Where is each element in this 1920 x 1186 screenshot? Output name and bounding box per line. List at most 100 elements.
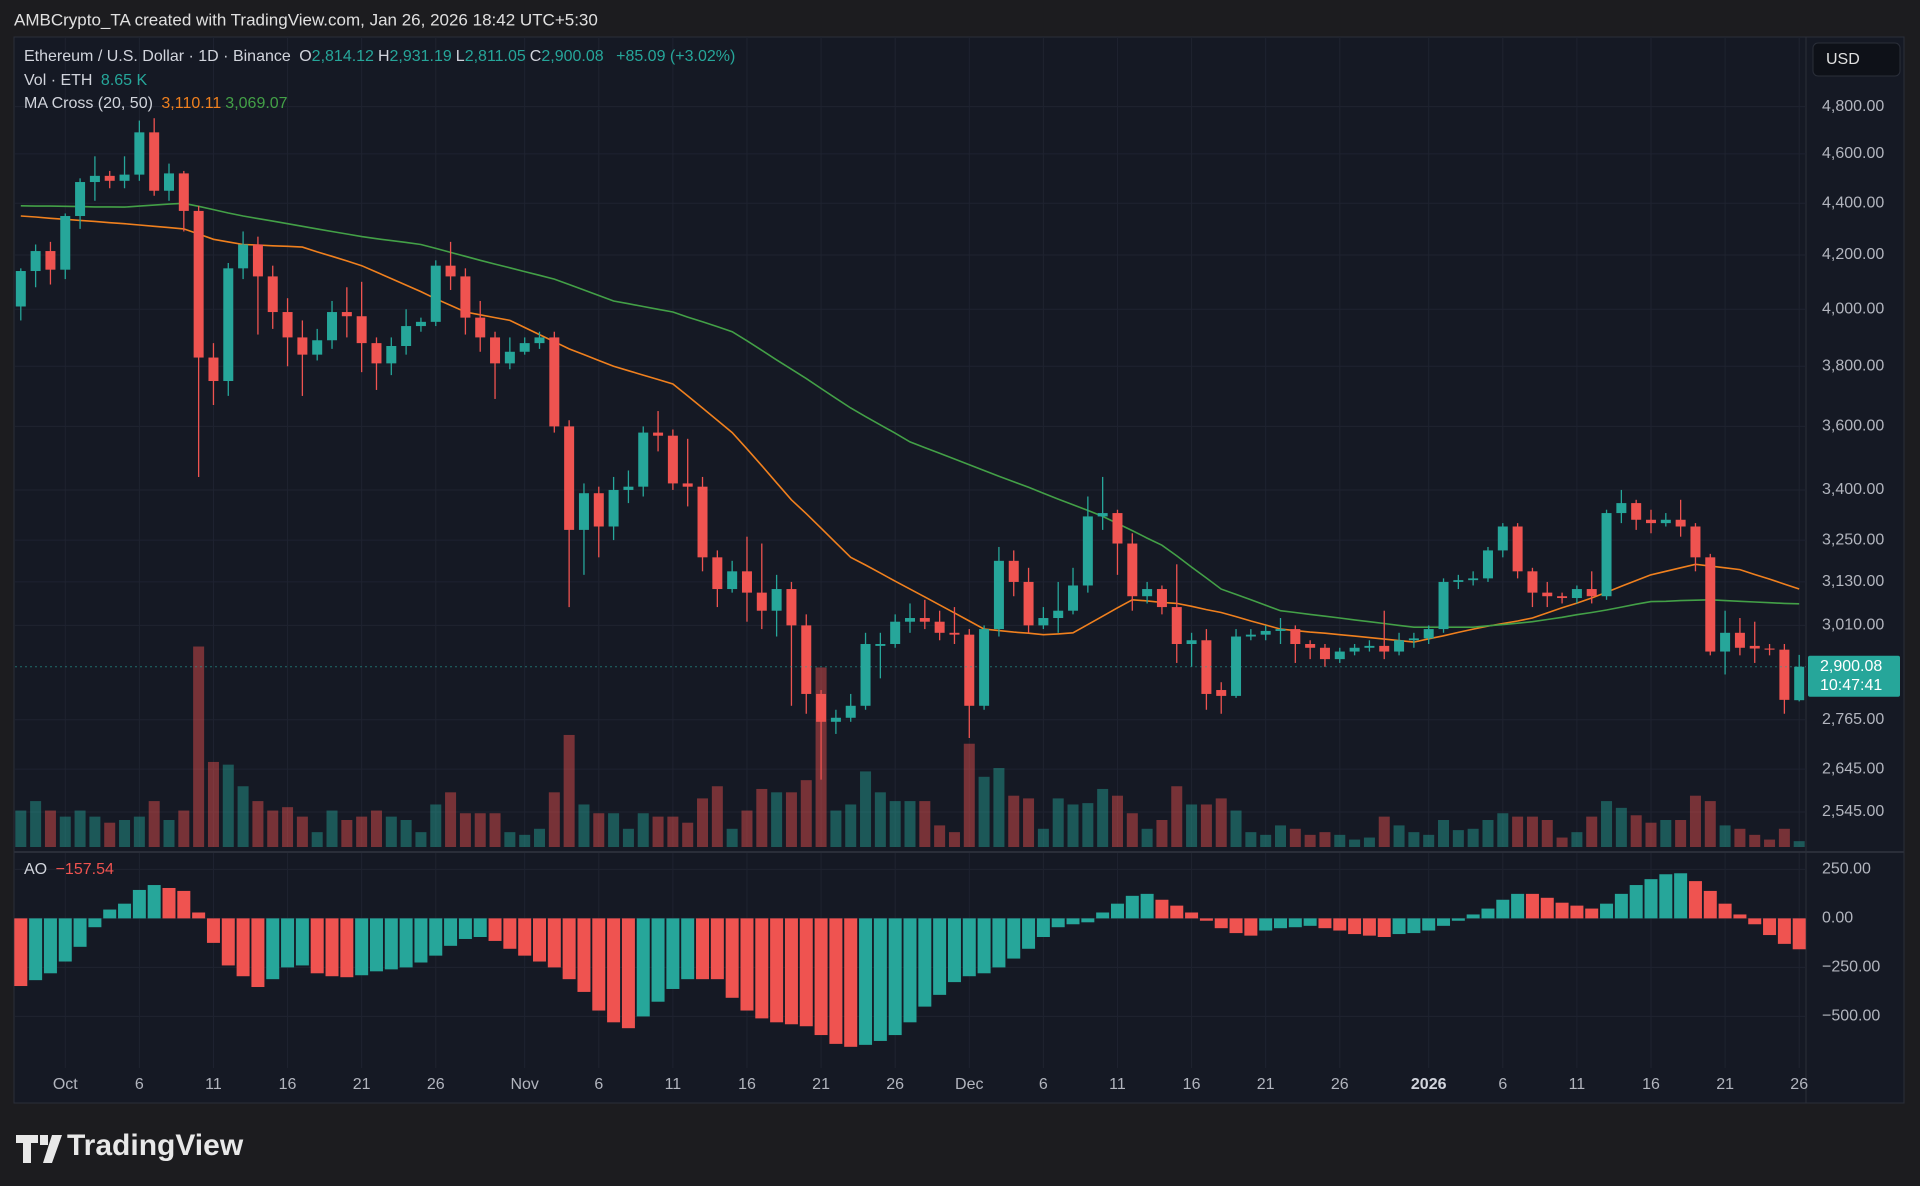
candle-body [534, 337, 545, 344]
volume-bar [593, 813, 605, 847]
candle-body [341, 312, 352, 317]
volume-bar [874, 792, 886, 847]
ao-bar [29, 918, 43, 981]
ao-bar [399, 918, 413, 968]
logo-shape [16, 1135, 62, 1163]
candle-body [223, 268, 234, 382]
candle-body [30, 251, 41, 272]
x-tick-label: 2026 [1411, 1076, 1447, 1093]
candle-body [1512, 526, 1523, 572]
ao-bar [1199, 918, 1213, 921]
candle-body [1453, 580, 1464, 582]
ao-bar [132, 889, 146, 919]
volume-value: 8.65 K [100, 72, 148, 89]
ao-bar [844, 918, 858, 1047]
ao-bar [1688, 881, 1702, 919]
ao-bar [1170, 905, 1184, 919]
volume-bar [652, 816, 664, 847]
volume-legend: Vol · ETH 8.65 K [24, 72, 151, 90]
x-tick-label: Nov [510, 1076, 538, 1093]
ao-bar [1051, 918, 1065, 928]
ao-bar [1614, 893, 1628, 919]
x-tick-label: 26 [1790, 1076, 1808, 1093]
candle-body [756, 592, 767, 611]
volume-bar [1171, 786, 1183, 847]
y-tick-label: 2,765.00 [1822, 711, 1884, 728]
candle-body [430, 265, 441, 322]
volume-bar [1023, 798, 1035, 847]
candle-body [1334, 651, 1345, 660]
candle-body [1705, 557, 1716, 652]
volume-bar [1438, 820, 1450, 847]
candle-body [875, 644, 886, 646]
candle-body [149, 132, 160, 191]
ao-bar [1125, 895, 1139, 919]
currency-button[interactable] [1812, 42, 1901, 77]
symbol: Ethereum / U.S. Dollar · 1D · Binance [24, 48, 291, 65]
ao-bar [873, 918, 887, 1041]
x-tick-label: 11 [665, 1076, 682, 1093]
ao-bar [962, 918, 976, 977]
candle-body [1068, 585, 1079, 611]
candle-body [1305, 644, 1316, 648]
volume-bar [326, 810, 338, 847]
volume-bar [889, 801, 901, 847]
ao-bar [1288, 918, 1302, 928]
volume-bar [1645, 822, 1657, 847]
ao-bar [592, 918, 606, 1011]
volume-bar [1675, 820, 1687, 847]
candle-body [45, 251, 56, 270]
ao-bar [666, 918, 680, 989]
x-tick-label: Dec [955, 1076, 983, 1093]
candle-body [267, 276, 278, 313]
y-tick-label: 4,800.00 [1822, 98, 1884, 115]
x-tick-label: 21 [812, 1076, 830, 1093]
volume-bar [252, 801, 264, 847]
ao-bar [1600, 903, 1614, 919]
volume-bar [697, 798, 709, 847]
currency[interactable]: USD [1826, 51, 1860, 68]
candle-body [1171, 607, 1182, 645]
ao-bar [1303, 918, 1317, 926]
volume-bar [563, 734, 575, 847]
ao-bar [1333, 918, 1347, 931]
ao-bar [1511, 893, 1525, 919]
candle-body [1082, 516, 1093, 586]
change: +85.09 (+3.02%) [616, 48, 736, 65]
ao-bar [1748, 918, 1762, 925]
candle-body [860, 644, 871, 706]
volume-bar [1378, 816, 1390, 847]
ao-bar [1496, 899, 1510, 919]
volume-bar [1408, 832, 1420, 847]
x-tick-label: 6 [1498, 1076, 1507, 1093]
volume-bar [1452, 830, 1464, 847]
volume-bar [504, 832, 516, 847]
ma-name: MA Cross (20, 50) [24, 95, 153, 112]
candle-body [801, 625, 812, 694]
ohlc-value: 2,900.08 [541, 48, 604, 65]
ao-bar [799, 918, 813, 1027]
ao-bar [859, 918, 873, 1045]
x-tick-label: 16 [1183, 1076, 1201, 1093]
ao-bar [992, 918, 1006, 968]
volume-bar [1778, 828, 1790, 847]
ao-bar [266, 918, 280, 980]
ao-bar [1110, 903, 1124, 919]
candle-body [1156, 589, 1167, 608]
candle-body [1394, 640, 1405, 652]
volume-bar [1586, 816, 1598, 847]
ao-bar [1185, 912, 1199, 919]
y-tick-label: 4,400.00 [1822, 195, 1884, 212]
last-price-box [1808, 655, 1900, 697]
candle-body [445, 265, 456, 277]
candle-body [816, 693, 827, 722]
ao-bar [918, 918, 932, 1007]
candle-body [1734, 632, 1745, 648]
x-tick-label: 26 [1331, 1076, 1349, 1093]
candle-body [1586, 589, 1597, 597]
ao-bar [1407, 918, 1421, 934]
volume-bar [1037, 828, 1049, 847]
ao-bar [429, 918, 443, 956]
candle-body [845, 705, 856, 718]
